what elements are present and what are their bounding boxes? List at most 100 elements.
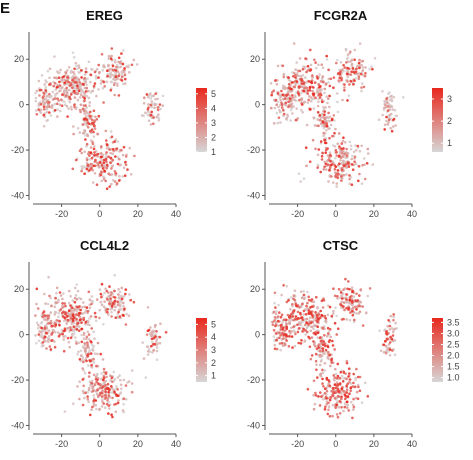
cell-point <box>93 383 97 386</box>
cell-point <box>355 390 359 394</box>
cell-point <box>345 391 349 394</box>
cell-point <box>61 86 64 89</box>
cell-point <box>287 76 290 79</box>
cell-point <box>82 82 85 86</box>
cell-point <box>50 106 54 110</box>
cell-point <box>108 185 111 188</box>
cell-point <box>75 67 79 71</box>
cell-point <box>341 155 345 158</box>
cell-point <box>322 105 325 109</box>
cell-point <box>354 378 357 382</box>
cell-point <box>41 101 45 104</box>
cell-point <box>72 321 75 325</box>
cell-point <box>361 163 364 167</box>
cell-point <box>284 333 288 337</box>
cell-point <box>350 62 354 66</box>
cell-point <box>340 387 344 391</box>
cell-point <box>78 305 81 308</box>
cell-point <box>85 142 89 146</box>
y-tick-label: 20 <box>14 284 24 294</box>
cell-point <box>120 75 124 78</box>
cell-point <box>67 66 71 69</box>
cell-point <box>279 99 283 102</box>
cell-point <box>366 395 370 398</box>
cell-point <box>109 80 113 84</box>
cell-point <box>325 389 329 393</box>
cell-point <box>94 315 98 319</box>
cell-point <box>81 90 84 93</box>
x-tick-label: 20 <box>133 439 143 449</box>
cell-point <box>280 101 283 105</box>
cell-point <box>359 300 363 304</box>
cell-point <box>393 327 397 331</box>
cell-point <box>49 296 52 300</box>
cell-point <box>75 342 78 345</box>
cell-point <box>129 173 133 176</box>
cell-point <box>84 70 88 74</box>
cell-point <box>348 182 352 186</box>
cell-point <box>113 308 116 312</box>
cell-point <box>118 374 121 377</box>
cell-point <box>344 141 347 144</box>
cell-point <box>56 92 59 95</box>
cell-point <box>327 379 330 382</box>
cell-point <box>144 376 148 379</box>
cell-point <box>102 378 105 382</box>
cell-point <box>154 335 157 338</box>
cell-point <box>102 177 106 181</box>
cell-point <box>366 152 370 155</box>
cell-point <box>87 375 91 378</box>
cell-point <box>65 91 69 94</box>
cell-point <box>343 83 346 86</box>
cell-point <box>322 134 326 137</box>
cell-point <box>315 314 319 317</box>
cell-point <box>107 172 110 175</box>
cell-point <box>64 312 67 316</box>
cell-point <box>84 104 87 107</box>
cell-point <box>340 168 344 172</box>
cell-point <box>324 316 327 320</box>
cell-point <box>339 70 342 74</box>
cell-point <box>78 108 82 112</box>
cell-point <box>308 95 311 98</box>
cell-point <box>309 329 313 333</box>
cell-point <box>330 361 333 364</box>
cell-point <box>294 95 297 99</box>
cell-point <box>320 100 324 104</box>
cell-point <box>107 155 110 158</box>
cell-point <box>109 293 113 297</box>
cell-point <box>51 104 54 107</box>
cell-point <box>343 397 347 401</box>
cell-point <box>118 304 122 308</box>
cell-point <box>328 328 332 331</box>
cell-point <box>48 92 51 96</box>
cell-point <box>275 332 278 335</box>
cell-point <box>333 119 336 122</box>
cell-point <box>312 116 316 120</box>
cell-point <box>124 323 128 326</box>
cell-point <box>105 143 109 147</box>
cell-point <box>387 319 390 322</box>
cell-point <box>42 310 46 313</box>
cell-point <box>329 123 333 127</box>
cell-point <box>326 163 330 167</box>
cell-point <box>117 399 120 402</box>
cell-point <box>36 307 40 310</box>
cell-point <box>359 288 363 291</box>
cell-point <box>66 326 70 330</box>
cell-point <box>308 316 312 320</box>
cell-point <box>350 157 354 161</box>
cell-point <box>68 100 71 104</box>
cell-point <box>74 80 77 84</box>
cell-point <box>300 108 303 112</box>
cell-point <box>333 321 337 325</box>
cell-point <box>146 345 149 348</box>
cell-point <box>61 302 64 305</box>
cell-point <box>323 113 326 116</box>
cell-point <box>364 72 367 75</box>
cell-point <box>43 83 46 86</box>
cell-point <box>82 301 85 304</box>
cell-point <box>34 314 37 317</box>
cell-point <box>354 299 358 303</box>
